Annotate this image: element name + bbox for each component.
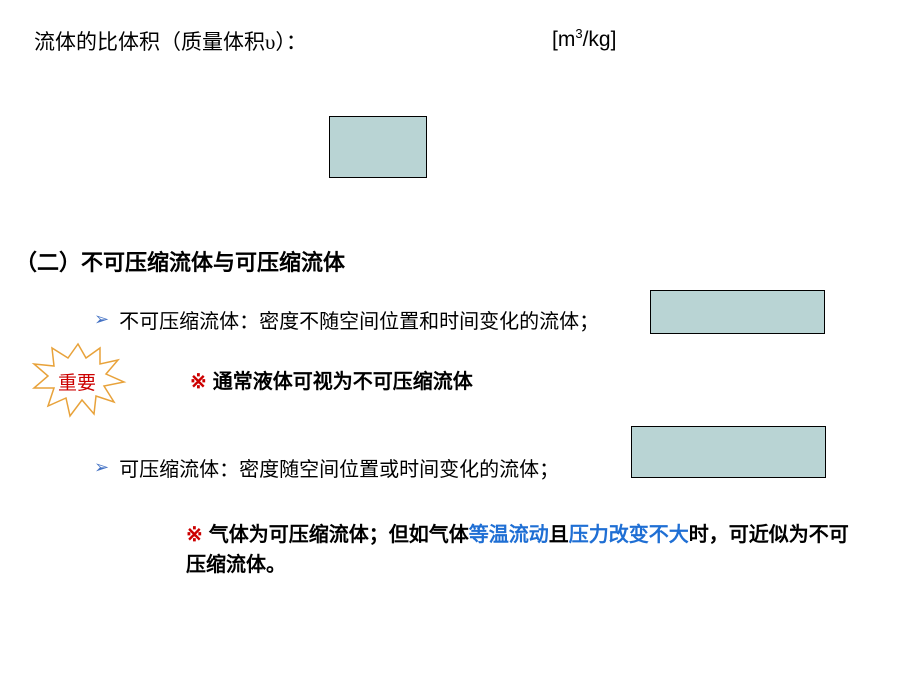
bullet-text-2: 可压缩流体：密度随空间位置或时间变化的流体；	[119, 453, 559, 482]
note-mark-icon: ※	[190, 371, 207, 393]
bullet-row-incompressible: ➢ 不可压缩流体：密度不随空间位置和时间变化的流体；	[94, 305, 599, 334]
note2-p2: 且	[549, 524, 569, 546]
placeholder-box-2	[650, 290, 825, 334]
note2-p1: 气体为可压缩流体；但如气体	[209, 524, 469, 546]
note-mark-icon: ※	[186, 524, 203, 546]
important-star: 重要	[28, 340, 128, 420]
specific-volume-label: 流体的比体积（质量体积υ）：	[34, 26, 307, 56]
bullet-text-1: 不可压缩流体：密度不随空间位置和时间变化的流体；	[119, 305, 599, 334]
placeholder-box-1	[329, 116, 427, 178]
note2-hl2: 压力改变不大	[569, 524, 689, 546]
unit-prefix: [m	[552, 28, 575, 51]
section-heading: （二）不可压缩流体与可压缩流体	[15, 245, 345, 277]
bullet-row-compressible: ➢ 可压缩流体：密度随空间位置或时间变化的流体；	[94, 453, 559, 482]
note-liquid-incompressible: ※ 通常液体可视为不可压缩流体	[190, 365, 473, 394]
unit-label: [m3/kg]	[552, 26, 616, 52]
placeholder-box-3	[631, 426, 826, 478]
unit-suffix: /kg]	[583, 28, 617, 51]
arrow-bullet-icon: ➢	[94, 309, 109, 330]
note1-text: 通常液体可视为不可压缩流体	[213, 371, 473, 393]
important-label: 重要	[58, 368, 96, 395]
note-gas-compressible: ※气体为可压缩流体；但如气体等温流动且压力改变不大时，可近似为不可压缩流体。	[186, 520, 866, 580]
note2-hl1: 等温流动	[469, 524, 549, 546]
unit-sup: 3	[575, 26, 582, 41]
arrow-bullet-icon: ➢	[94, 457, 109, 478]
